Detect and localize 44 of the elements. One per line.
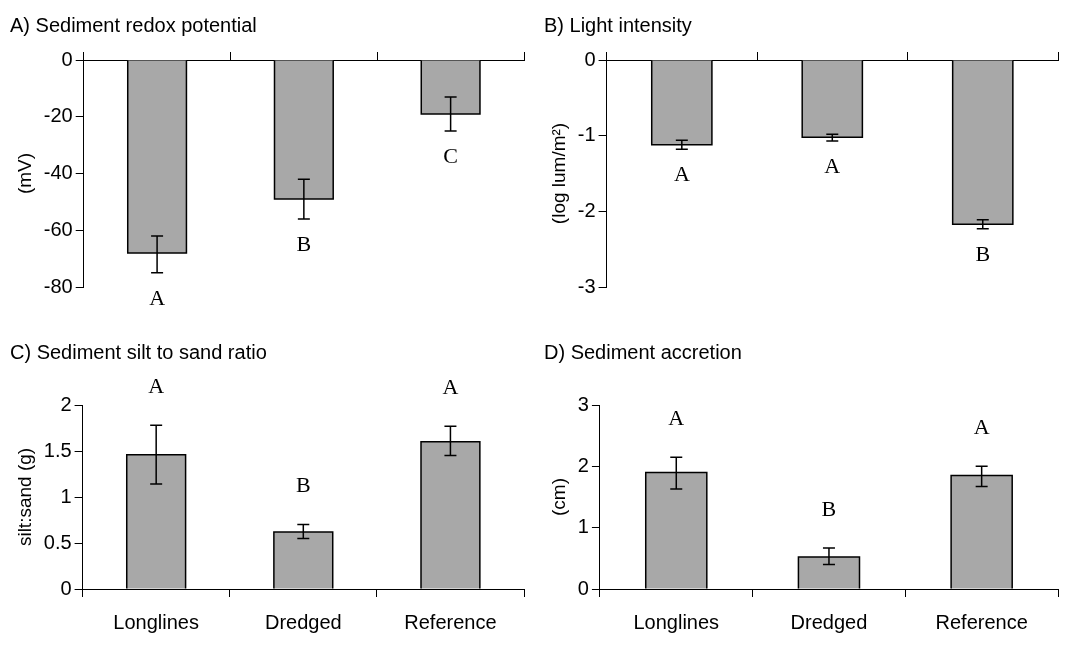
y-tick-label: -60 <box>43 217 73 240</box>
x-tick-label: Dredged <box>264 610 342 633</box>
annotation: B <box>821 495 837 521</box>
x-tick-label: Longlines <box>633 610 720 633</box>
text: A <box>442 373 459 399</box>
y-axis-title: silt:sand (g) <box>13 447 35 547</box>
y-tick-label: -1 <box>577 123 596 146</box>
y-tick-label: 0.5 <box>43 530 72 553</box>
chart-title: D) Sediment accretion <box>544 340 742 363</box>
y-tick-label: 0 <box>577 576 589 599</box>
y-tick-label: 2 <box>577 453 589 476</box>
y-tick-label: -2 <box>577 198 596 221</box>
y-tick-label: 0 <box>61 47 73 70</box>
x-tick-label: Reference <box>404 610 497 633</box>
y-tick-label: 1 <box>60 484 72 507</box>
annotation: C <box>443 142 458 168</box>
chart-title: B) Light intensity <box>544 13 692 36</box>
y-tick-label: 1.5 <box>43 438 72 461</box>
y-tick-label: 3 <box>577 392 589 415</box>
annotation: A <box>668 404 685 430</box>
x-tick-label: Dredged <box>790 610 868 633</box>
y-axis-title: (mV) <box>13 152 35 195</box>
x-tick-label: Longlines <box>113 610 199 633</box>
annotation: B <box>296 230 312 256</box>
text: A <box>148 373 165 399</box>
y-tick-label: 2 <box>60 392 72 415</box>
annotation: A <box>824 152 841 178</box>
annotation: A <box>149 284 166 310</box>
chart-title: C) Sediment silt to sand ratio <box>10 340 267 363</box>
y-tick-label: -80 <box>43 274 73 297</box>
annotation: B <box>975 240 991 266</box>
y-tick-label: 0 <box>60 576 72 599</box>
y-axis-title: (log lum/m²) <box>547 122 569 225</box>
y-tick-label: -40 <box>43 161 73 184</box>
y-tick-label: 0 <box>584 47 596 70</box>
y-tick-label: -20 <box>43 104 73 127</box>
annotation: A <box>673 161 690 187</box>
y-tick-label: 1 <box>577 515 589 538</box>
annotation: A <box>973 414 990 440</box>
chart-title: A) Sediment redox potential <box>10 13 257 36</box>
annotation: B <box>295 472 311 498</box>
y-axis-title: (cm) <box>547 478 569 516</box>
x-tick-label: Reference <box>935 610 1028 633</box>
y-tick-label: -3 <box>577 274 596 297</box>
